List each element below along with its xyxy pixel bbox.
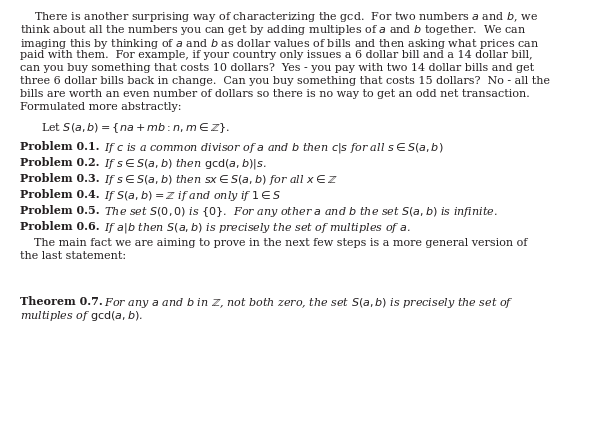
Text: Formulated more abstractly:: Formulated more abstractly: [20, 102, 181, 112]
Text: If $S(a,b) = \mathbb{Z}$ if and only if $1 \in S$: If $S(a,b) = \mathbb{Z}$ if and only if … [100, 189, 281, 202]
Text: The set $S(0,0)$ is $\{0\}$.  For any other $a$ and $b$ the set $S(a, b)$ is inf: The set $S(0,0)$ is $\{0\}$. For any oth… [100, 205, 497, 219]
Text: three 6 dollar bills back in change.  Can you buy something that costs 15 dollar: three 6 dollar bills back in change. Can… [20, 76, 549, 86]
Text: Problem 0.5.: Problem 0.5. [20, 205, 99, 215]
Text: For any $a$ and $b$ in $\mathbb{Z}$, not both zero, the set $S(a, b)$ is precise: For any $a$ and $b$ in $\mathbb{Z}$, not… [100, 296, 513, 310]
Text: If $c$ is a common divisor of $a$ and $b$ then $c|s$ for all $s \in S(a,b)$: If $c$ is a common divisor of $a$ and $b… [100, 141, 443, 155]
Text: The main fact we are aiming to prove in the next few steps is a more general ver: The main fact we are aiming to prove in … [20, 238, 527, 248]
Text: think about all the numbers you can get by adding multiples of $a$ and $b$ toget: think about all the numbers you can get … [20, 23, 526, 38]
Text: If $s \in S(a, b)$ then $\gcd(a, b)|s$.: If $s \in S(a, b)$ then $\gcd(a, b)|s$. [100, 156, 266, 171]
Text: Problem 0.2.: Problem 0.2. [20, 156, 99, 168]
Text: imaging this by thinking of $a$ and $b$ as dollar values of bills and then askin: imaging this by thinking of $a$ and $b$ … [20, 37, 539, 51]
Text: Let $S(a, b) = \{na + mb : n, m \in \mathbb{Z}\}$.: Let $S(a, b) = \{na + mb : n, m \in \mat… [41, 121, 230, 135]
Text: If $s \in S(a, b)$ then $sx \in S(a, b)$ for all $x \in \mathbb{Z}$: If $s \in S(a, b)$ then $sx \in S(a, b)$… [100, 172, 337, 186]
Text: bills are worth an even number of dollars so there is no way to get an odd net t: bills are worth an even number of dollar… [20, 89, 530, 99]
Text: If $a|b$ then $S(a, b)$ is precisely the set of multiples of $a$.: If $a|b$ then $S(a, b)$ is precisely the… [100, 220, 410, 234]
Text: Problem 0.6.: Problem 0.6. [20, 220, 99, 232]
Text: Problem 0.1.: Problem 0.1. [20, 141, 99, 151]
Text: paid with them.  For example, if your country only issues a 6 dollar bill and a : paid with them. For example, if your cou… [20, 50, 532, 60]
Text: multiples of $\gcd(a, b)$.: multiples of $\gcd(a, b)$. [20, 309, 143, 323]
Text: Problem 0.4.: Problem 0.4. [20, 189, 99, 199]
Text: can you buy something that costs 10 dollars?  Yes - you pay with two 14 dollar b: can you buy something that costs 10 doll… [20, 63, 534, 73]
Text: Problem 0.3.: Problem 0.3. [20, 172, 99, 184]
Text: Theorem 0.7.: Theorem 0.7. [20, 296, 102, 307]
Text: the last statement:: the last statement: [20, 251, 126, 262]
Text: There is another surprising way of characterizing the gcd.  For two numbers $a$ : There is another surprising way of chara… [20, 10, 538, 24]
